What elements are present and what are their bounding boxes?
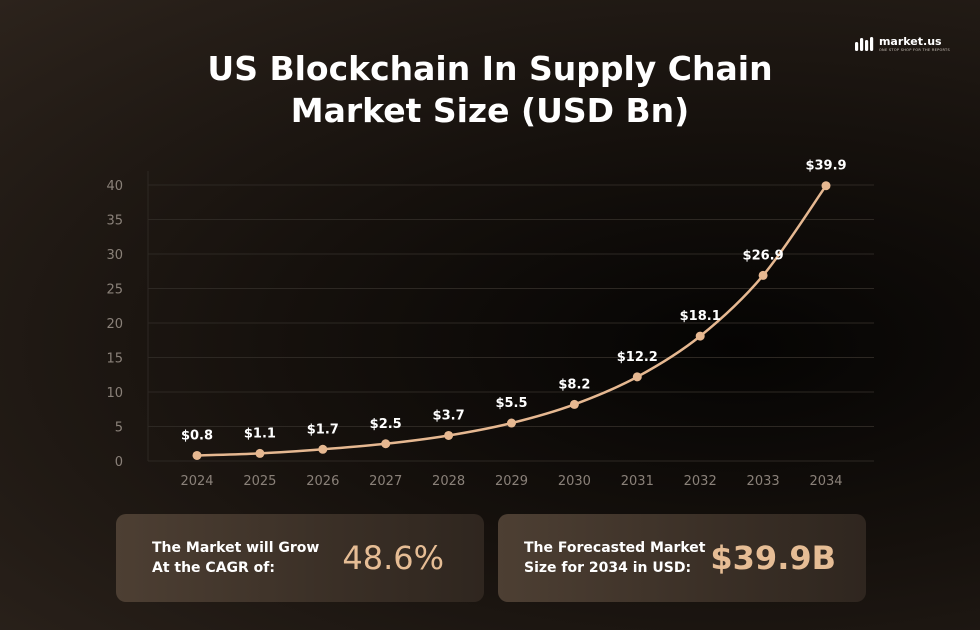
y-tick-label: 20: [106, 317, 123, 332]
y-tick-label: 25: [106, 283, 123, 298]
brand-tagline: ONE STOP SHOP FOR THE REPORTS: [878, 48, 950, 52]
data-point: [632, 372, 642, 382]
y-tick-label: 30: [106, 248, 123, 263]
data-label: $18.1: [680, 309, 721, 324]
data-label: $0.8: [181, 428, 213, 443]
data-label: $39.9: [805, 159, 846, 174]
x-tick-label: 2033: [747, 474, 780, 489]
y-tick-label: 0: [115, 455, 123, 470]
data-point: [381, 439, 391, 449]
data-point: [695, 331, 705, 341]
cagr-label: The Market will Grow At the CAGR of:: [152, 538, 319, 578]
title-line-2: Market Size (USD Bn): [290, 91, 690, 130]
chart-gridlines: [147, 171, 874, 462]
data-label: $2.5: [370, 417, 402, 432]
data-label: $5.5: [495, 396, 527, 411]
y-tick-label: 35: [106, 214, 123, 229]
x-axis-ticks: 2024 2025 2026 2027 2028 2029 2030 2031 2032 2033…: [180, 474, 842, 489]
x-tick-label: 2026: [306, 474, 339, 489]
x-tick-label: 2029: [495, 474, 528, 489]
data-label: $26.9: [743, 248, 784, 263]
forecast-value: $39.9B: [710, 539, 836, 577]
forecast-card: The Forecasted Market Size for 2034 in U…: [498, 514, 866, 602]
page-title: US Blockchain In Supply Chain Market Siz…: [0, 48, 980, 132]
x-tick-label: 2024: [180, 474, 213, 489]
market-us-logo-icon: [854, 37, 874, 51]
data-point: [318, 444, 328, 454]
series-line: [196, 184, 828, 457]
data-point: [821, 181, 831, 191]
data-labels: $0.8 $1.1 $1.7 $2.5 $3.7 $5.5 $8.2 $12.2 $18.1 $2…: [181, 159, 847, 444]
data-label: $12.2: [617, 350, 658, 365]
cagr-label-line-2: At the CAGR of:: [152, 560, 275, 576]
title-line-1: US Blockchain In Supply Chain: [207, 49, 773, 88]
data-point: [192, 450, 202, 460]
y-tick-label: 15: [106, 352, 123, 367]
data-point: [758, 270, 768, 280]
forecast-label-line-1: The Forecasted Market: [524, 540, 706, 556]
x-tick-label: 2028: [432, 474, 465, 489]
cagr-value: 48.6%: [342, 539, 444, 577]
data-point: [507, 418, 516, 428]
x-tick-label: 2027: [369, 474, 402, 489]
y-tick-label: 5: [115, 421, 123, 436]
x-tick-label: 2032: [684, 474, 717, 489]
y-tick-label: 10: [106, 386, 123, 401]
x-tick-label: 2030: [558, 474, 591, 489]
data-point: [444, 430, 454, 440]
brand-name: market.us: [878, 35, 942, 48]
y-axis-ticks: 0 5 10 15 20 25 30 35 40: [106, 179, 123, 470]
data-points: [192, 181, 831, 460]
data-label: $8.2: [558, 377, 590, 392]
data-point: [255, 448, 265, 458]
forecast-label-line-2: Size for 2034 in USD:: [524, 560, 692, 576]
brand-logo: market.us ONE STOP SHOP FOR THE REPORTS: [854, 36, 950, 52]
forecast-label: The Forecasted Market Size for 2034 in U…: [524, 538, 705, 578]
cagr-label-line-1: The Market will Grow: [152, 540, 320, 556]
data-label: $1.1: [244, 426, 276, 441]
data-point: [569, 399, 579, 409]
cagr-card: The Market will Grow At the CAGR of: 48.…: [116, 514, 484, 602]
x-tick-label: 2031: [621, 474, 654, 489]
x-tick-label: 2025: [243, 474, 276, 489]
x-tick-label: 2034: [809, 474, 842, 489]
data-label: $3.7: [433, 408, 465, 423]
data-label: $1.7: [307, 422, 339, 437]
y-tick-label: 40: [106, 179, 123, 194]
